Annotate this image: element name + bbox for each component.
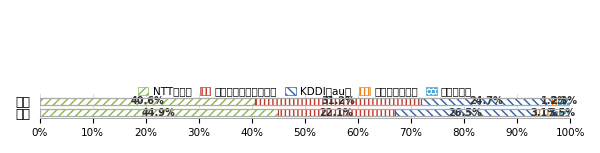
Bar: [395, 109, 536, 116]
Text: 3.1%: 3.1%: [530, 108, 557, 118]
Bar: [278, 109, 395, 116]
Text: 40.6%: 40.6%: [131, 96, 164, 106]
Bar: [421, 98, 551, 105]
Text: 26.5%: 26.5%: [449, 108, 482, 118]
Bar: [551, 98, 558, 105]
Bar: [40, 98, 255, 105]
Text: 24.7%: 24.7%: [469, 96, 503, 106]
Text: 3.5%: 3.5%: [548, 108, 575, 118]
Bar: [558, 98, 570, 105]
Bar: [40, 109, 570, 116]
Bar: [552, 109, 571, 116]
Text: 44.9%: 44.9%: [142, 108, 176, 118]
Bar: [255, 98, 421, 105]
Text: 2.3%: 2.3%: [551, 96, 578, 106]
Text: 1.2%: 1.2%: [541, 96, 568, 106]
Bar: [536, 109, 552, 116]
Bar: [40, 109, 278, 116]
Legend: NTTドコモ, ソフトバンクモバイル, KDDI（au）, イー・アクセス, ウィルコム: NTTドコモ, ソフトバンクモバイル, KDDI（au）, イー・アクセス, ウ…: [138, 87, 472, 97]
Text: 22.1%: 22.1%: [320, 108, 353, 118]
Bar: [40, 98, 570, 105]
Text: 31.2%: 31.2%: [321, 96, 355, 106]
